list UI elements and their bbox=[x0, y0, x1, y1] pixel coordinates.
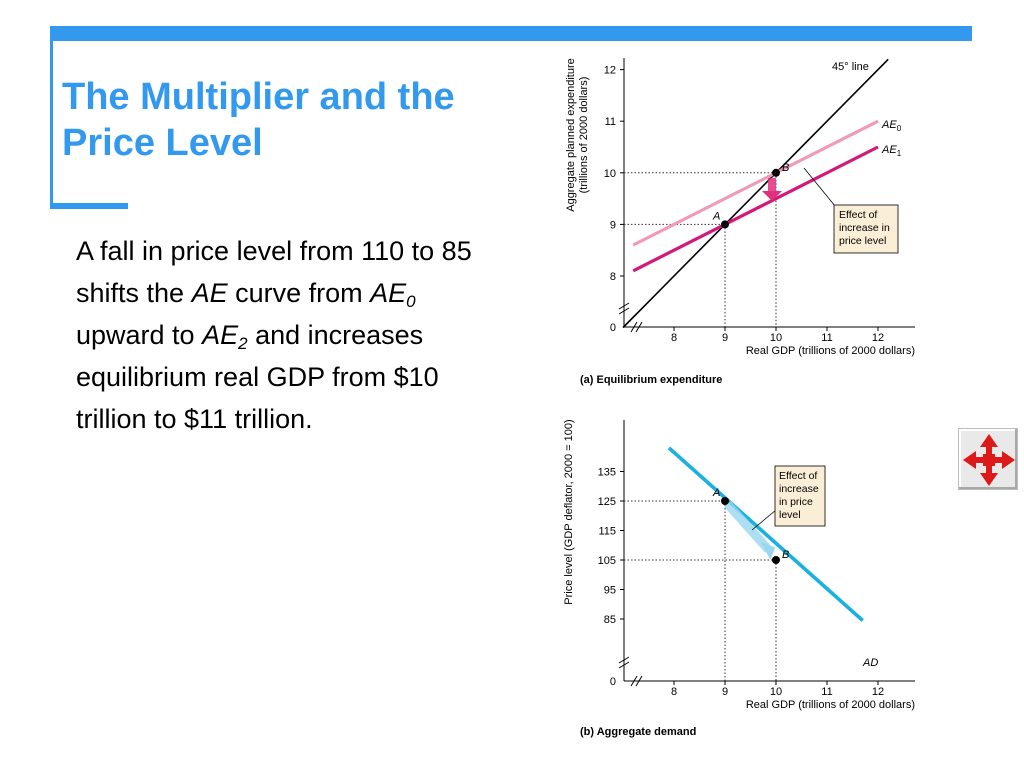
title-accent-bar-top bbox=[52, 26, 972, 41]
chart-b-y-tick-label: 125 bbox=[598, 496, 616, 508]
chart-a-caption: (a) Equilibrium expenditure bbox=[580, 374, 722, 386]
chart-a-x-tick-label: 12 bbox=[872, 332, 884, 344]
chart-b-annotation-text: in price bbox=[779, 496, 813, 508]
chart-a-y-axis-label-2: (trillions of 2000 dollars) bbox=[578, 77, 590, 194]
body-text-part-3: upward to bbox=[76, 320, 203, 350]
chart-b-point-B bbox=[772, 556, 780, 564]
chart-a-point-A bbox=[721, 220, 729, 229]
chart-b-y-tick-label: 85 bbox=[604, 614, 616, 626]
chart-a-series-label-ae0: AE0 bbox=[881, 119, 902, 133]
body-text-ae2: AE2 bbox=[202, 320, 248, 353]
chart-a-series-line-2 bbox=[632, 145, 879, 273]
chart-b-y-tick-label: 95 bbox=[604, 585, 616, 597]
chart-a-series-label-45: 45° line bbox=[832, 61, 869, 73]
chart-b-shift-arrow-shaft bbox=[724, 500, 772, 553]
chart-a-y-tick-label: 11 bbox=[605, 116, 616, 128]
chart-a-shift-arrow-head bbox=[762, 191, 782, 201]
chart-a-y-tick-label: 12 bbox=[604, 65, 616, 77]
chart-a-shift-arrow-shaft bbox=[768, 178, 776, 192]
chart-a-annotation-text: increase in bbox=[839, 222, 890, 234]
chart-a-x-tick-label: 8 bbox=[671, 332, 677, 344]
chart-b-point-A bbox=[721, 497, 729, 505]
chart-b-annotation-pointer bbox=[751, 509, 777, 531]
chart-a-x-axis-break bbox=[630, 321, 643, 333]
chart-b-series-label-ad: AD bbox=[862, 657, 878, 669]
chart-a-y-tick-label: 8 bbox=[610, 271, 616, 283]
chart-a-point-label-B: B bbox=[782, 162, 789, 174]
slide-body-text: A fall in price level from 110 to 85 shi… bbox=[76, 230, 486, 440]
chart-b-x-tick-label: 11 bbox=[821, 686, 832, 698]
chart-b-x-tick-label: 10 bbox=[770, 686, 782, 698]
chart-b-y-tick-label: 115 bbox=[598, 526, 616, 538]
title-accent-bar-bottom bbox=[50, 203, 128, 209]
chart-b-shift-arrow-head bbox=[760, 541, 776, 560]
chart-a-point-B bbox=[772, 168, 780, 177]
body-text-part-1: A fall in price level from 110 to 85 shi… bbox=[76, 236, 472, 308]
chart-b-y-axis-label: Price level (GDP deflator, 2000 = 100) bbox=[563, 419, 575, 604]
chart-a-point-label-A: A bbox=[712, 210, 720, 222]
title-accent-bar-left bbox=[50, 26, 53, 206]
chart-b-zero-label: 0 bbox=[610, 676, 616, 688]
chart-a-x-tick-label: 11 bbox=[821, 332, 832, 344]
chart-b-x-axis-label: Real GDP (trillions of 2000 dollars) bbox=[746, 699, 915, 711]
chart-b-y-tick-label: 135 bbox=[598, 467, 616, 479]
chart-a-series-line-0 bbox=[622, 58, 889, 329]
chart-a-x-axis-label: Real GDP (trillions of 2000 dollars) bbox=[746, 345, 915, 357]
chart-b-x-tick-label: 12 bbox=[872, 686, 884, 698]
chart-a-annotation-box bbox=[833, 204, 899, 254]
chart-a-series-label-ae1: AE1 bbox=[881, 144, 902, 158]
chart-b-point-label-A: A bbox=[712, 487, 720, 499]
body-text-ae0: AE0 bbox=[370, 278, 416, 311]
chart-b-annotation-text: increase bbox=[779, 483, 819, 495]
chart-b-annotation-text: level bbox=[779, 509, 801, 521]
chart-b-point-label-B: B bbox=[782, 549, 789, 561]
chart-b-x-tick-label: 9 bbox=[722, 686, 728, 698]
body-text-part-2: curve from bbox=[227, 278, 371, 308]
chart-b-x-axis-break bbox=[630, 675, 643, 687]
chart-a-series-line-1 bbox=[632, 119, 879, 247]
chart-a-y-tick-label: 10 bbox=[604, 168, 616, 180]
chart-a-y-axis-break bbox=[618, 302, 630, 315]
chart-b-annotation-box bbox=[774, 465, 826, 527]
chart-b-series-line-0 bbox=[667, 446, 864, 622]
chart-b-y-axis-break bbox=[618, 656, 630, 669]
chart-b-x-tick-label: 8 bbox=[671, 686, 677, 698]
chart-a-x-tick-label: 10 bbox=[770, 332, 782, 344]
chart-a-y-axis-label: Aggregate planned expenditure bbox=[565, 58, 577, 212]
chart-a-annotation-text: Effect of bbox=[839, 209, 877, 221]
chart-a-y-tick-label: 9 bbox=[610, 219, 616, 231]
chart-b-caption: (b) Aggregate demand bbox=[580, 726, 696, 738]
chart-b-y-tick-label: 105 bbox=[598, 555, 616, 567]
chart-a-x-tick-label: 9 bbox=[722, 332, 728, 344]
chart-a-annotation-text: price level bbox=[839, 235, 886, 247]
chart-b-annotation-text: Effect of bbox=[779, 470, 817, 482]
body-text-ae: AE bbox=[191, 278, 228, 308]
four-way-move-arrows-icon bbox=[963, 434, 1015, 486]
chart-a-annotation-pointer bbox=[803, 167, 836, 207]
slide-title: The Multiplier and the Price Level bbox=[62, 76, 455, 164]
chart-a-zero-label: 0 bbox=[610, 322, 616, 334]
move-navigation-button[interactable] bbox=[958, 428, 1018, 490]
body-text-part-4: and increases equilibrium real GDP from … bbox=[76, 320, 439, 434]
